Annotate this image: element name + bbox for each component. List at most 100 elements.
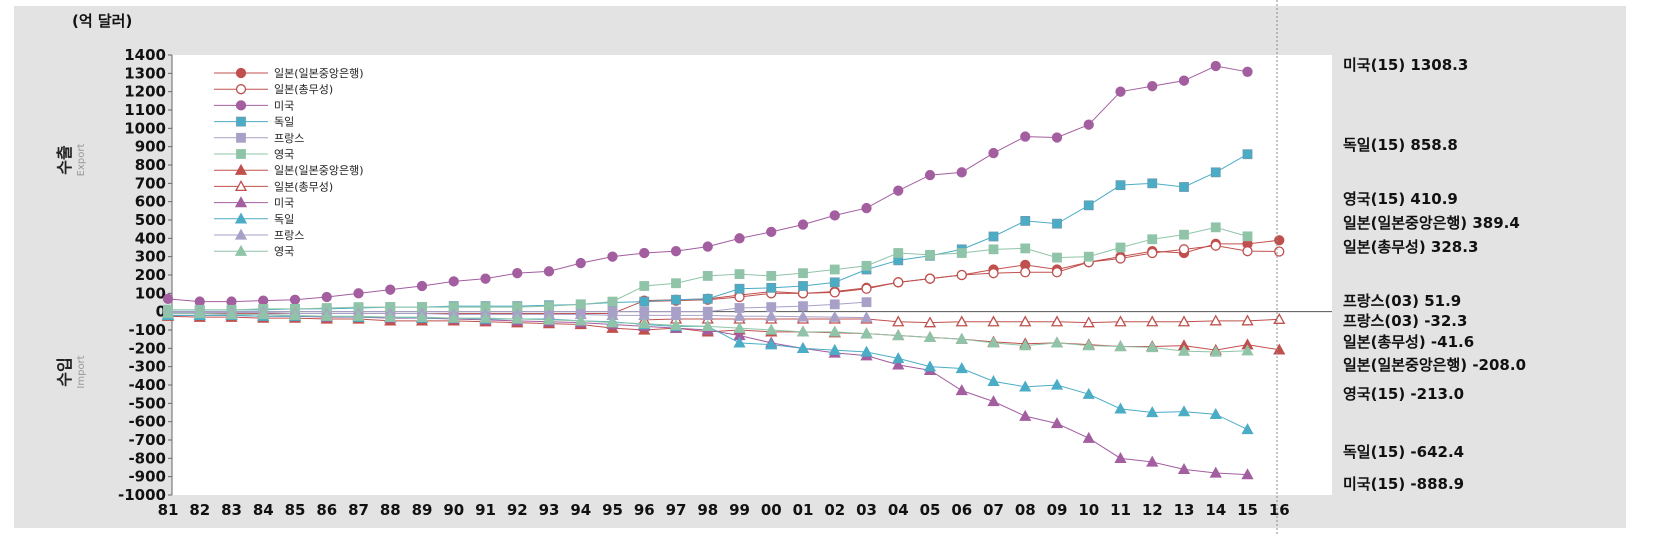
data-point	[258, 295, 269, 306]
data-point	[574, 314, 587, 326]
y-tick-label: 700	[135, 174, 166, 192]
data-point	[321, 291, 332, 303]
data-point	[542, 313, 556, 325]
x-tick-label: 98	[697, 501, 718, 519]
data-point	[1115, 253, 1126, 264]
data-point	[235, 84, 247, 95]
x-tick-label: 15	[1237, 501, 1258, 519]
data-point	[861, 202, 872, 214]
end-labels: 미국(15) 1308.3 독일(15) 858.8 영국(15) 410.9 일본(…	[1343, 56, 1526, 493]
data-point	[416, 280, 428, 292]
data-point	[1019, 339, 1032, 351]
data-point	[1177, 344, 1191, 356]
data-point	[701, 308, 714, 320]
data-point	[1241, 344, 1254, 356]
data-point	[861, 283, 872, 294]
data-point	[860, 327, 873, 339]
data-point	[1050, 378, 1064, 390]
x-tick-label: 81	[158, 501, 179, 519]
data-point	[607, 296, 618, 307]
legend-item: 일본(일본중앙은행)	[214, 163, 364, 177]
data-point	[575, 257, 586, 269]
data-point	[829, 264, 840, 275]
legend-item: 미국	[214, 196, 294, 210]
data-point	[766, 271, 777, 281]
data-point	[1179, 229, 1189, 240]
data-point	[236, 132, 246, 143]
data-point	[1114, 340, 1127, 352]
data-point	[828, 343, 841, 355]
data-point	[448, 276, 459, 287]
end-label: 프랑스(03) 51.9	[1343, 292, 1461, 310]
y-tick-label: 300	[135, 248, 166, 266]
data-point	[1114, 315, 1127, 327]
data-point	[1050, 417, 1064, 429]
data-point	[226, 296, 237, 307]
legend-item: 영국	[214, 244, 294, 258]
data-point	[987, 395, 1000, 407]
data-point	[766, 282, 777, 293]
data-point	[829, 287, 840, 298]
data-point	[1115, 180, 1126, 191]
x-tick-label: 07	[983, 501, 1004, 519]
legend-label: 프랑스	[274, 132, 304, 145]
data-point	[1209, 314, 1222, 326]
x-tick-label: 14	[1205, 501, 1226, 519]
data-point	[925, 249, 935, 260]
data-point	[733, 321, 746, 333]
data-point	[671, 294, 681, 305]
data-point	[1115, 86, 1126, 97]
data-point	[639, 296, 650, 307]
data-point	[511, 312, 524, 324]
data-point	[1050, 315, 1064, 327]
y-axis: 1400130012001100100090080070060050040030…	[118, 46, 173, 504]
data-point	[1177, 315, 1191, 327]
data-point	[352, 309, 365, 321]
data-point	[1051, 267, 1063, 278]
x-tick-label: 01	[793, 501, 814, 519]
y-tick-label: 1400	[124, 46, 166, 64]
data-point	[670, 246, 682, 257]
end-label: 일본(일본중앙은행) -208.0	[1343, 356, 1526, 374]
x-tick-label: 06	[951, 501, 972, 519]
end-label: 독일(15) 858.8	[1343, 136, 1458, 154]
y-tick-label: 100	[135, 284, 166, 302]
data-point	[288, 308, 302, 320]
end-label: 영국(15) 410.9	[1343, 190, 1458, 208]
data-point	[1020, 267, 1031, 278]
data-point	[893, 185, 904, 196]
data-point	[1147, 178, 1158, 189]
data-point	[923, 330, 937, 342]
x-tick-label: 97	[666, 501, 687, 519]
y-tick-label: -200	[128, 339, 166, 357]
import-title-en: Import	[76, 355, 87, 388]
y-tick-label: 1100	[124, 101, 166, 119]
data-point	[234, 196, 248, 208]
data-point	[1146, 455, 1159, 467]
y-tick-label: 900	[135, 138, 166, 156]
data-point	[734, 269, 745, 279]
x-tick-label: 84	[253, 501, 274, 519]
data-point	[1019, 380, 1032, 392]
y-tick-label: 1000	[124, 119, 166, 137]
data-point	[447, 311, 460, 323]
data-point	[639, 281, 650, 291]
import-title-ko: 수입	[55, 357, 74, 386]
y-tick-label: -100	[128, 321, 166, 339]
x-tick-label: 83	[221, 501, 242, 519]
data-point	[606, 316, 619, 328]
data-point	[161, 307, 175, 319]
export-title-en: Export	[76, 144, 87, 177]
data-point	[1178, 75, 1190, 86]
end-label: 영국(15) -213.0	[1343, 385, 1464, 403]
data-point	[1020, 131, 1031, 142]
legend-item: 프랑스	[214, 132, 304, 145]
data-point	[1083, 200, 1094, 211]
series-layer	[161, 60, 1286, 480]
series-import	[638, 312, 1286, 328]
data-point	[353, 288, 364, 299]
legend-label: 일본(일본중앙은행)	[274, 163, 364, 177]
y-tick-label: 1200	[124, 83, 166, 101]
data-point	[1210, 167, 1221, 178]
